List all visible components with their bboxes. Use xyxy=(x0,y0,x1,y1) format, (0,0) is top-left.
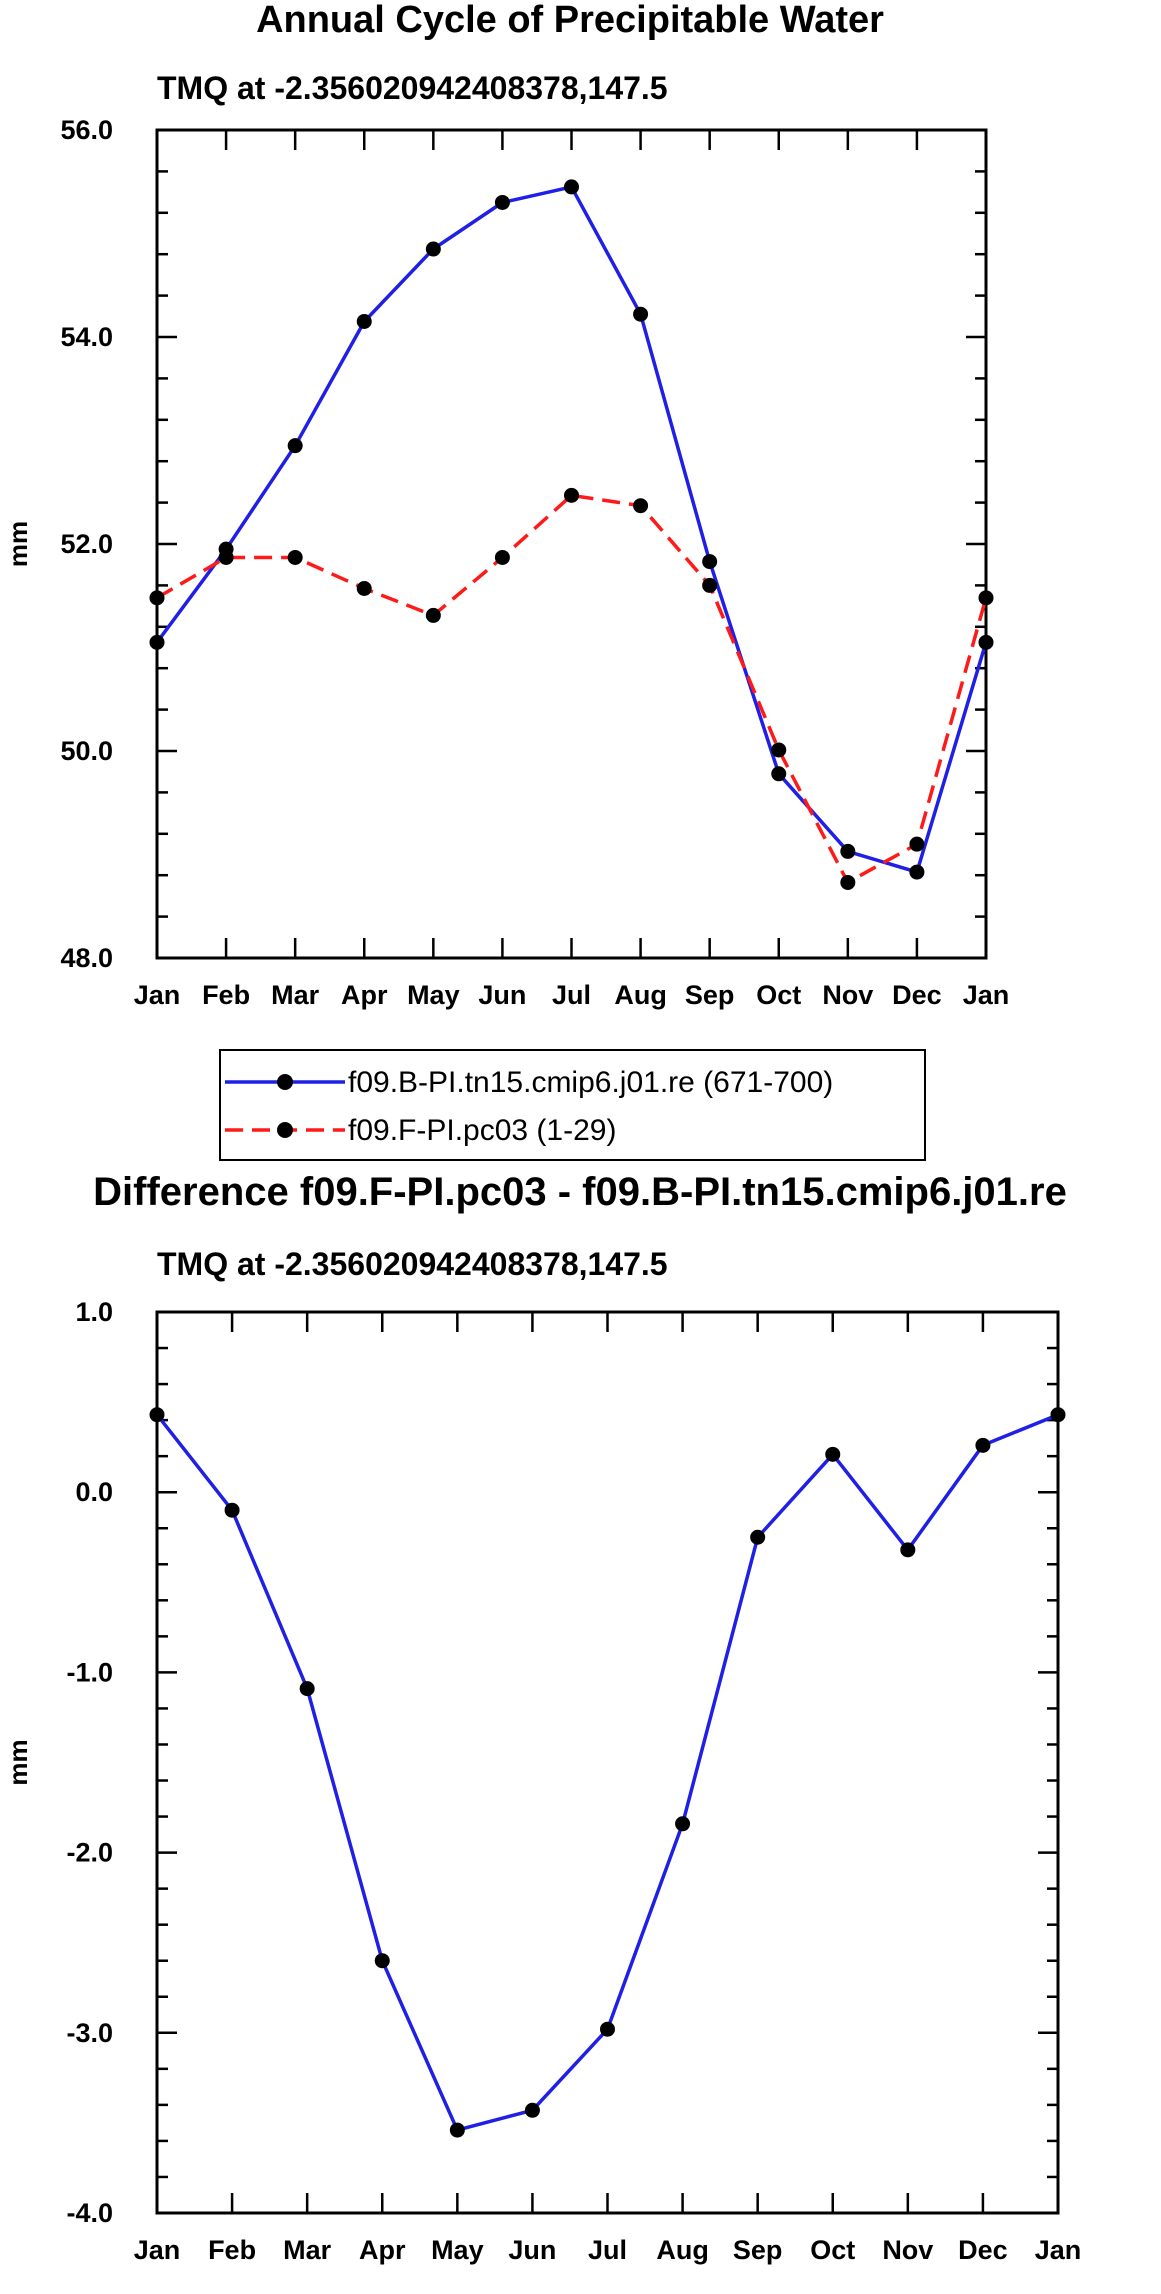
chart1-series-1-point xyxy=(356,313,372,329)
chart1-series-1-point xyxy=(149,634,165,650)
chart1-xtick-label: Jul xyxy=(552,980,591,1010)
chart1-xtick-label: Jan xyxy=(963,980,1010,1010)
chart1-series-2-point xyxy=(702,577,718,593)
chart2-xtick-label: Sep xyxy=(733,2235,783,2265)
legend-label-series-2: f09.F-PI.pc03 (1-29) xyxy=(348,1114,616,1147)
chart1-series-2-point xyxy=(564,487,579,503)
chart2-xtick-label: Dec xyxy=(958,2235,1008,2265)
chart1-subtitle: TMQ at -2.356020942408378,147.5 xyxy=(157,70,668,106)
chart1-ytick-label: 52.0 xyxy=(60,529,113,559)
chart1-xtick-label: Dec xyxy=(892,980,942,1010)
chart2-series-1-point xyxy=(374,1953,390,1969)
chart1-series-1-point xyxy=(771,766,787,782)
legend-label-series-1: f09.B-PI.tn15.cmip6.j01.re (671-700) xyxy=(348,1066,833,1099)
chart2-subtitle: TMQ at -2.356020942408378,147.5 xyxy=(157,1246,668,1282)
chart2-plot: -4.0 -3.0 -2.0 -1.0 0.0 1.0 Jan Feb Mar Apr May Jun… xyxy=(3,1297,1081,2265)
chart2-ytick-label: -2.0 xyxy=(66,1838,113,1868)
chart1-series-2-point xyxy=(149,590,165,606)
chart2-series-1-point xyxy=(524,2102,540,2118)
chart2-xtick-label: Jul xyxy=(588,2235,627,2265)
chart2-series-1-point xyxy=(1050,1407,1066,1423)
chart2-ytick-label: 1.0 xyxy=(75,1297,113,1327)
chart2-ylabel: mm xyxy=(3,1739,33,1785)
chart1-series-1-point xyxy=(494,194,510,210)
chart2-xtick-label: Apr xyxy=(359,2235,406,2265)
chart1-series-1-point xyxy=(287,438,303,454)
legend-box xyxy=(219,1049,926,1161)
chart1-series-2-point xyxy=(218,549,234,565)
chart2-series-1-point xyxy=(900,1542,916,1558)
chart1-series-1-point xyxy=(978,634,994,650)
legend-marker-series-2 xyxy=(277,1122,293,1138)
chart1-ytick-label: 54.0 xyxy=(60,322,113,352)
chart1-series-1-line xyxy=(155,185,988,874)
chart1-xtick-label: Jan xyxy=(134,980,181,1010)
chart2-series-1-point xyxy=(449,2122,465,2138)
chart2-series-1-point xyxy=(600,2021,615,2037)
chart1-series-1-point xyxy=(702,554,718,570)
chart1-series-2-point xyxy=(909,836,925,852)
chart2-xtick-label: Jan xyxy=(1035,2235,1082,2265)
chart1-legend: f09.B-PI.tn15.cmip6.j01.re (671-700) f09… xyxy=(219,1049,926,1161)
chart2-xtick-label: Jan xyxy=(134,2235,181,2265)
chart2-xtick-label: Oct xyxy=(810,2235,855,2265)
chart1-xtick-label: Nov xyxy=(822,980,873,1010)
chart1-series-2-point xyxy=(771,742,787,758)
chart2-ytick-label: -1.0 xyxy=(66,1657,113,1687)
chart1-xtick-label: Mar xyxy=(271,980,320,1010)
chart2-xtick-label: Nov xyxy=(882,2235,933,2265)
chart2-xtick-label: May xyxy=(431,2235,484,2265)
chart1-series-2-point xyxy=(287,549,303,565)
chart2-series-1-point xyxy=(149,1407,165,1423)
chart1-ylabel: mm xyxy=(3,521,33,567)
chart2-series-1-point xyxy=(825,1446,841,1462)
chart1-series-1-point xyxy=(840,843,856,859)
chart2-xtick-label: Aug xyxy=(656,2235,708,2265)
chart1-series-2-point xyxy=(840,874,856,890)
chart1-ytick-label: 56.0 xyxy=(60,115,113,145)
chart1-series-2-line xyxy=(156,493,988,885)
chart1-xtick-label: May xyxy=(407,980,460,1010)
chart2-title: Difference f09.F-PI.pc03 - f09.B-PI.tn15… xyxy=(93,1170,1067,1214)
chart1-series-2-point xyxy=(494,549,510,565)
chart1-ytick-label: 50.0 xyxy=(60,736,113,766)
chart1-series-1-point xyxy=(425,241,441,257)
chart2-ytick-label: 0.0 xyxy=(75,1477,113,1507)
chart1-series-1-point xyxy=(909,864,925,880)
chart1-plot-frame xyxy=(155,128,988,960)
chart1-title: Annual Cycle of Precipitable Water xyxy=(256,0,884,41)
chart2-ytick-label: -3.0 xyxy=(66,2018,113,2048)
chart1-xtick-label: Jun xyxy=(478,980,526,1010)
chart2-series-1-point xyxy=(975,1437,991,1453)
chart1-xtick-label: Aug xyxy=(614,980,666,1010)
legend-marker-series-1 xyxy=(277,1074,293,1090)
chart1-series-1-point xyxy=(564,179,579,195)
chart1-plot: 48.0 50.0 52.0 54.0 56.0 Jan Feb Mar Apr May Jun Ju… xyxy=(3,115,1009,1010)
chart2-ytick-label: -4.0 xyxy=(66,2198,113,2228)
chart1-series-2-point xyxy=(633,498,649,514)
chart2-xtick-label: Jun xyxy=(508,2235,556,2265)
chart1-xtick-label: Apr xyxy=(341,980,388,1010)
chart2-series-1-point xyxy=(224,1502,240,1518)
chart1-xtick-label: Sep xyxy=(685,980,735,1010)
chart2-series-1-point xyxy=(299,1681,315,1697)
chart2-xtick-label: Feb xyxy=(208,2235,256,2265)
chart1-xtick-label: Feb xyxy=(202,980,250,1010)
chart1-series-2-point xyxy=(356,581,372,597)
chart1-series-2-point xyxy=(425,607,441,623)
chart2-plot-frame xyxy=(155,1310,1060,2215)
chart1-xtick-label: Oct xyxy=(756,980,801,1010)
chart1-series-2-point xyxy=(978,590,994,606)
chart2-xtick-label: Mar xyxy=(283,2235,332,2265)
chart1-ytick-label: 48.0 xyxy=(60,943,113,973)
chart2-series-1-point xyxy=(675,1816,691,1832)
chart2-series-1-point xyxy=(750,1529,766,1545)
chart1-series-1-point xyxy=(633,306,649,322)
